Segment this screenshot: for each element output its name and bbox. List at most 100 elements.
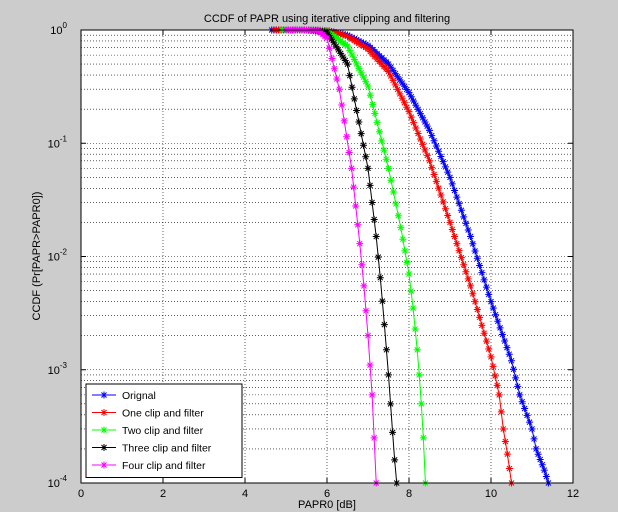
- series-marker: [387, 176, 395, 184]
- x-tick-label: 8: [406, 488, 412, 500]
- series-marker: [334, 30, 342, 38]
- series-marker: [496, 324, 504, 332]
- series-marker: [397, 224, 405, 232]
- series-marker: [359, 141, 367, 149]
- chart-title: CCDF of PAPR using iterative clipping an…: [204, 13, 450, 25]
- series-marker: [423, 122, 431, 130]
- series-marker: [389, 188, 397, 196]
- series-marker: [446, 173, 454, 181]
- series-marker: [426, 126, 433, 134]
- series-marker: [335, 85, 343, 93]
- series-marker: [337, 30, 345, 38]
- series-marker: [473, 254, 481, 262]
- series-marker: [471, 247, 479, 255]
- series-marker: [333, 75, 341, 83]
- series-marker: [501, 337, 509, 345]
- series-marker: [394, 85, 402, 93]
- series-marker: [503, 344, 511, 352]
- series-marker: [417, 400, 425, 408]
- series-marker: [364, 82, 372, 90]
- series-marker: [348, 35, 356, 43]
- series-marker: [325, 44, 333, 52]
- series-marker: [493, 381, 501, 389]
- series-marker: [432, 142, 440, 150]
- series-marker: [482, 337, 490, 345]
- series-marker: [392, 200, 400, 208]
- legend-label: Three clip and filter: [122, 443, 212, 455]
- series-marker: [419, 140, 427, 148]
- series-marker: [389, 428, 397, 436]
- series-marker: [380, 146, 388, 154]
- series-marker: [385, 371, 392, 379]
- series-marker: [405, 108, 413, 116]
- series-marker: [462, 219, 470, 227]
- series-marker: [540, 466, 548, 474]
- series-marker: [467, 233, 474, 241]
- series-marker: [391, 81, 399, 89]
- series-marker: [416, 110, 424, 118]
- series-marker: [523, 411, 531, 419]
- series-marker: [437, 152, 445, 160]
- series-marker: [401, 247, 409, 255]
- series-marker: [353, 106, 361, 114]
- series-marker: [400, 82, 408, 90]
- series-marker: [334, 46, 342, 54]
- series-marker: [530, 435, 538, 443]
- x-tick-label: 4: [242, 488, 248, 500]
- series-marker: [385, 68, 392, 76]
- series-marker: [353, 38, 361, 46]
- series-marker: [503, 450, 511, 458]
- series-marker: [328, 35, 336, 43]
- x-tick-label: 12: [567, 488, 579, 500]
- series-marker: [337, 49, 345, 57]
- series-marker: [364, 164, 372, 172]
- series-marker: [419, 114, 427, 122]
- series-marker: [398, 79, 406, 87]
- series-marker: [350, 37, 358, 45]
- series-marker: [346, 72, 354, 80]
- series-marker: [344, 32, 351, 40]
- series-marker: [435, 184, 443, 192]
- series-marker: [478, 321, 486, 329]
- series-marker: [476, 261, 484, 269]
- series-marker: [444, 168, 452, 176]
- series-marker: [501, 438, 509, 446]
- legend-entry: Two clip and filter: [92, 425, 204, 437]
- series-marker: [358, 261, 366, 269]
- series-marker: [399, 235, 407, 243]
- series-marker: [332, 29, 340, 37]
- series-marker: [344, 42, 351, 50]
- series-marker: [370, 216, 378, 224]
- series-marker: [430, 170, 438, 178]
- series-marker: [396, 76, 404, 84]
- x-tick-label: 6: [324, 488, 330, 500]
- series-marker: [394, 212, 402, 220]
- series-marker: [378, 297, 386, 305]
- series-marker: [359, 73, 367, 81]
- legend-marker: [100, 391, 108, 399]
- series-marker: [357, 130, 365, 138]
- series-marker: [464, 226, 472, 234]
- legend-entry: One clip and filter: [92, 408, 204, 420]
- series-marker: [323, 34, 331, 42]
- series-marker: [505, 350, 513, 358]
- series-marker: [428, 132, 436, 140]
- series-marker: [430, 137, 438, 145]
- series-marker: [510, 365, 518, 373]
- legend-label: Orignal: [122, 390, 156, 402]
- series-marker: [366, 181, 374, 189]
- series-marker: [387, 400, 395, 408]
- series-marker: [457, 254, 465, 262]
- series-marker: [423, 151, 431, 159]
- series-marker: [414, 105, 422, 113]
- series-marker: [391, 456, 399, 464]
- series-marker: [368, 391, 376, 399]
- series-marker: [421, 118, 429, 126]
- series-marker: [491, 372, 499, 380]
- series-marker: [494, 317, 502, 325]
- series-marker: [339, 31, 347, 39]
- series-marker: [489, 362, 497, 370]
- series-marker: [373, 119, 381, 127]
- series-marker: [426, 157, 433, 165]
- series-marker: [469, 240, 477, 248]
